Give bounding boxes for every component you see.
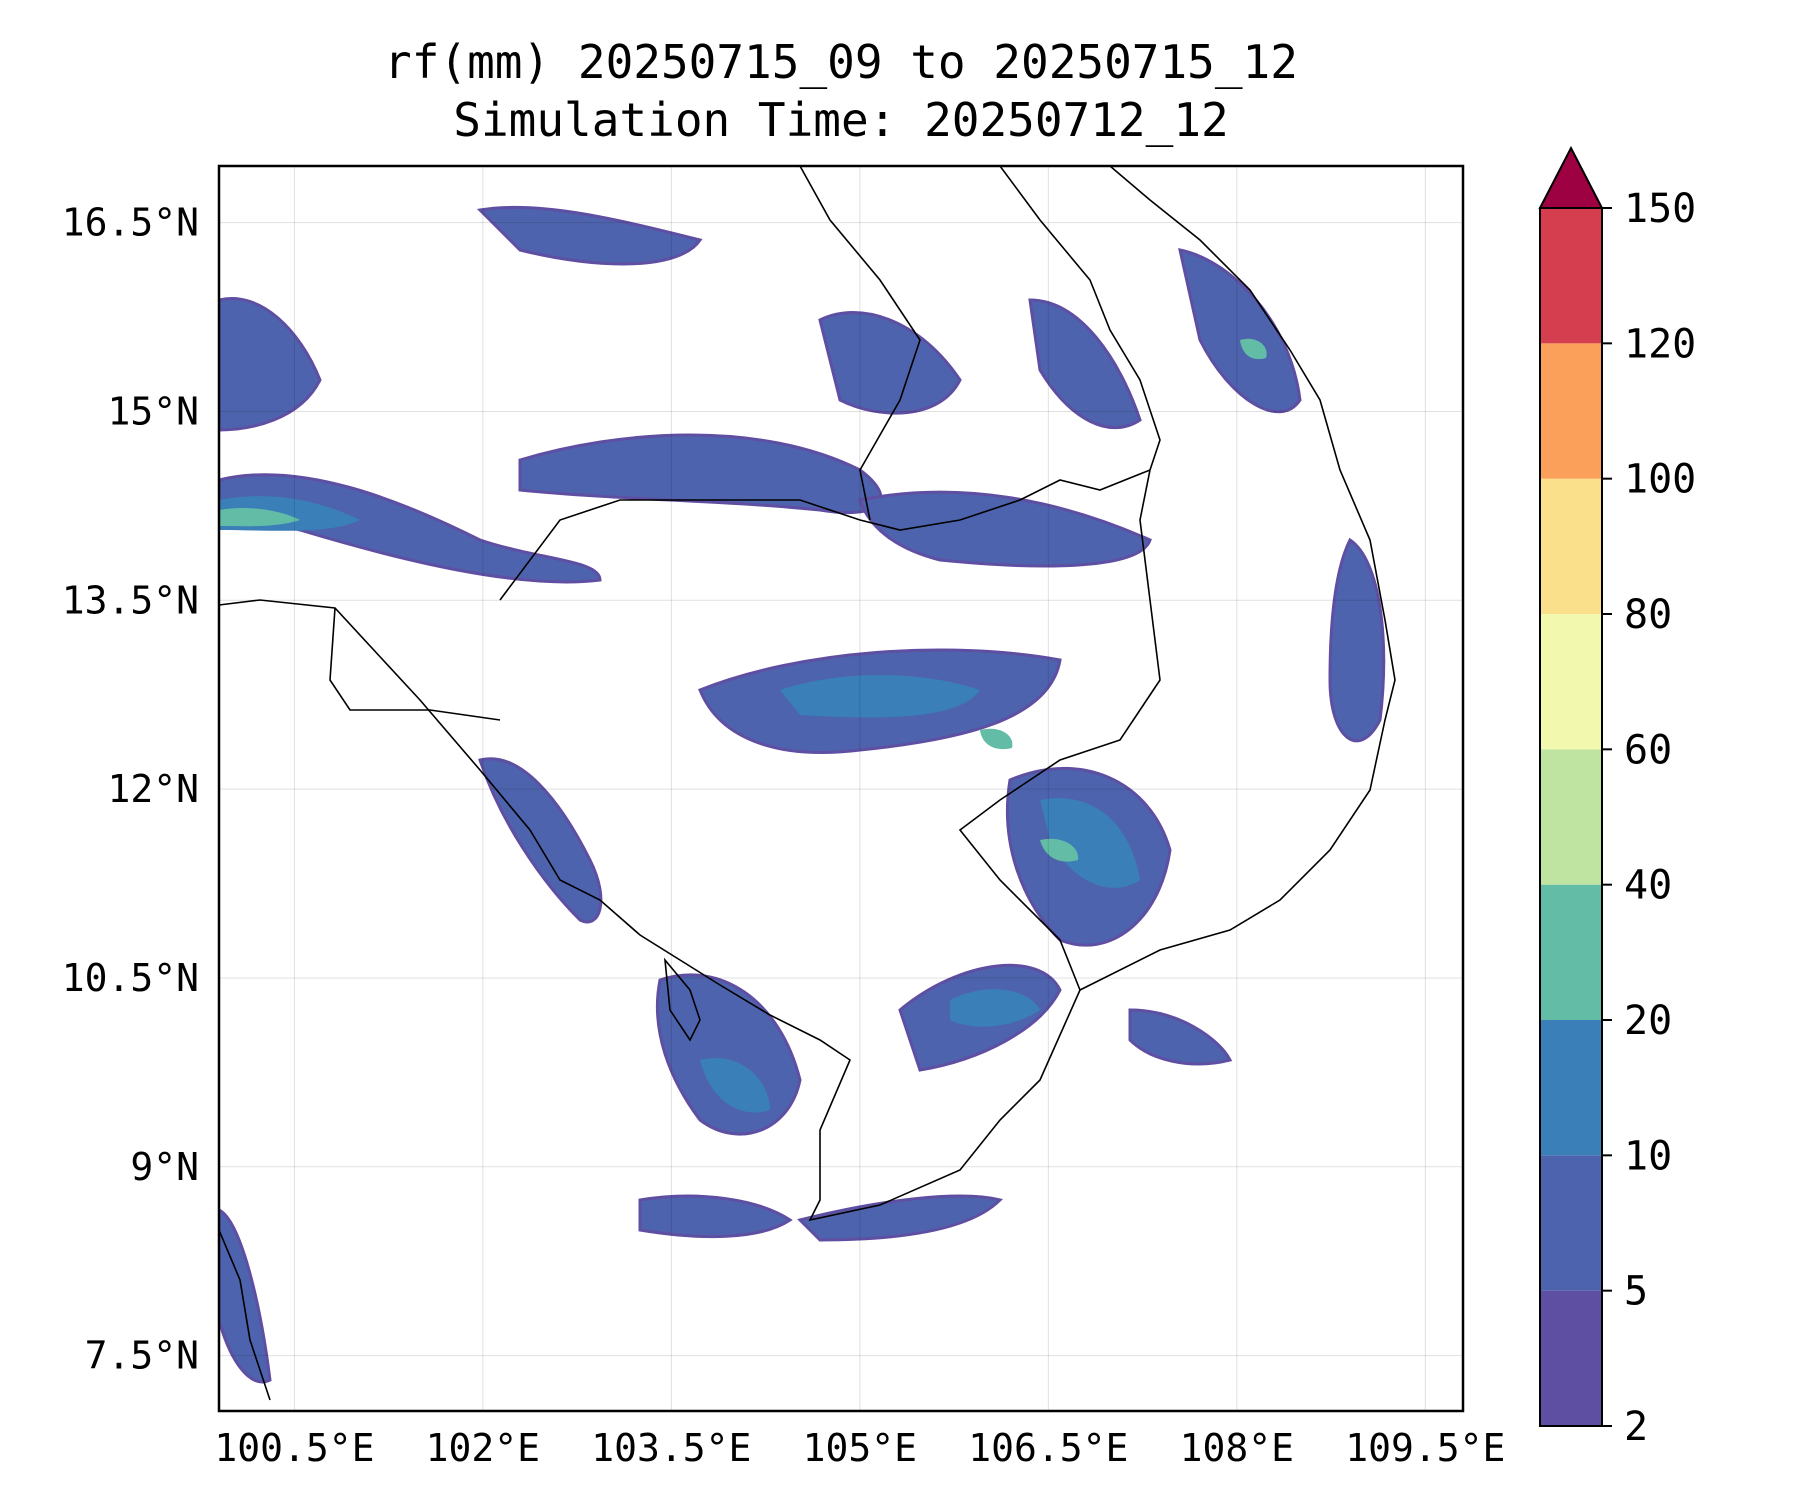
colorbar: 2 5 10 20 40 60 80 100 120 150 [1538,145,1696,1450]
rain-core-delta [950,989,1040,1027]
x-tick-label: 106.5°E [968,1426,1128,1470]
map-frame [217,164,1465,1413]
x-axis-ticks: 100.5°E 102°E 103.5°E 105°E 106.5°E 108°E 109.… [214,1426,1505,1470]
rain-peak-west [219,508,300,527]
x-tick-label: 109.5°E [1345,1426,1505,1470]
x-tick-label: 108°E [1180,1426,1294,1470]
y-tick-label: 16.5°N [62,201,199,245]
coastline-gulf [219,166,1396,1222]
map-area [217,164,1465,1413]
x-tick-label: 100.5°E [214,1426,374,1470]
rain-core-gulf [700,1058,770,1113]
rain-band-east-coast [1328,537,1386,743]
rain-band-south-east [1128,1008,1233,1066]
colorbar-tick-label: 20 [1624,998,1672,1044]
rain-band-north [476,205,703,266]
colorbar-tick-label: 5 [1624,1269,1648,1315]
rain-band-cambodia-north [858,490,1152,568]
peninsula-coast [219,1229,271,1401]
colorbar-tick-label: 2 [1624,1404,1648,1450]
y-tick-label: 13.5°N [62,578,199,622]
colorbar-tick-label: 60 [1624,727,1672,773]
coastlines-borders [219,166,1396,1401]
rain-band-north-west [219,297,322,432]
colorbar-extend-arrow [1538,145,1604,209]
y-tick-label: 7.5°N [85,1334,199,1378]
rain-band-ca-mau [638,1194,793,1239]
y-tick-label: 9°N [130,1145,199,1189]
colorbar-tick-label: 10 [1624,1133,1672,1179]
border-thailand-cambodia [329,607,501,721]
island-phu-quoc [663,957,701,1042]
grid-lines [219,166,1463,1411]
y-axis-ticks: 16.5°N 15°N 13.5°N 12°N 10.5°N 9°N 7.5°N [62,201,199,1378]
colorbar-segment [1540,749,1602,885]
map-title-line-2: Simulation Time: 20250712_12 [453,93,1228,147]
rain-band-south-sea [797,1194,1003,1242]
rain-core-east [1040,798,1140,888]
colorbar-segment [1540,343,1602,479]
colorbar-segment [1540,478,1602,614]
rain-peak-cambodia [980,728,1013,750]
colorbar-segment [1540,208,1602,344]
rain-class-2-5 [219,205,1386,1384]
rainfall-layer [219,205,1386,1384]
x-tick-label: 102°E [426,1426,540,1470]
colorbar-segment [1540,1020,1602,1156]
rain-class-20-40 [219,338,1267,862]
colorbar-tick-label: 120 [1624,321,1696,367]
rain-band-lao-east [818,311,962,415]
colorbar-tick-label: 40 [1624,863,1672,909]
rain-band-peninsula [219,1208,272,1384]
rain-peak-coast [1240,338,1267,360]
colorbar-tick-label: 100 [1624,457,1696,503]
colorbar-segment [1540,884,1602,1020]
y-tick-label: 10.5°N [62,956,199,1000]
x-tick-label: 105°E [803,1426,917,1470]
map-title-line-1: rf(mm) 20250715_09 to 20250715_12 [384,35,1298,89]
colorbar-frame [1539,207,1603,1427]
rain-band-gulf-coast [478,757,603,924]
border-cambodia-vietnam [958,469,1161,991]
x-tick-label: 103.5°E [591,1426,751,1470]
border-laos-vietnam [999,166,1161,471]
rain-class-10-20 [219,496,1140,1113]
y-tick-label: 12°N [107,767,199,811]
border-laos-thailand [799,166,921,521]
border-cambodia-north [499,469,1151,601]
colorbar-segment [1540,614,1602,750]
colorbar-segment [1540,1290,1602,1426]
colorbar-tick-label: 150 [1624,186,1696,232]
rain-peak-east [1040,838,1079,862]
rain-band-vietnam-coast [1178,248,1302,414]
rain-core-cambodia [780,675,980,718]
rain-band-highlands [1028,298,1142,430]
colorbar-segment [1540,1155,1602,1291]
y-tick-label: 15°N [107,389,199,433]
colorbar-tick-label: 80 [1624,592,1672,638]
